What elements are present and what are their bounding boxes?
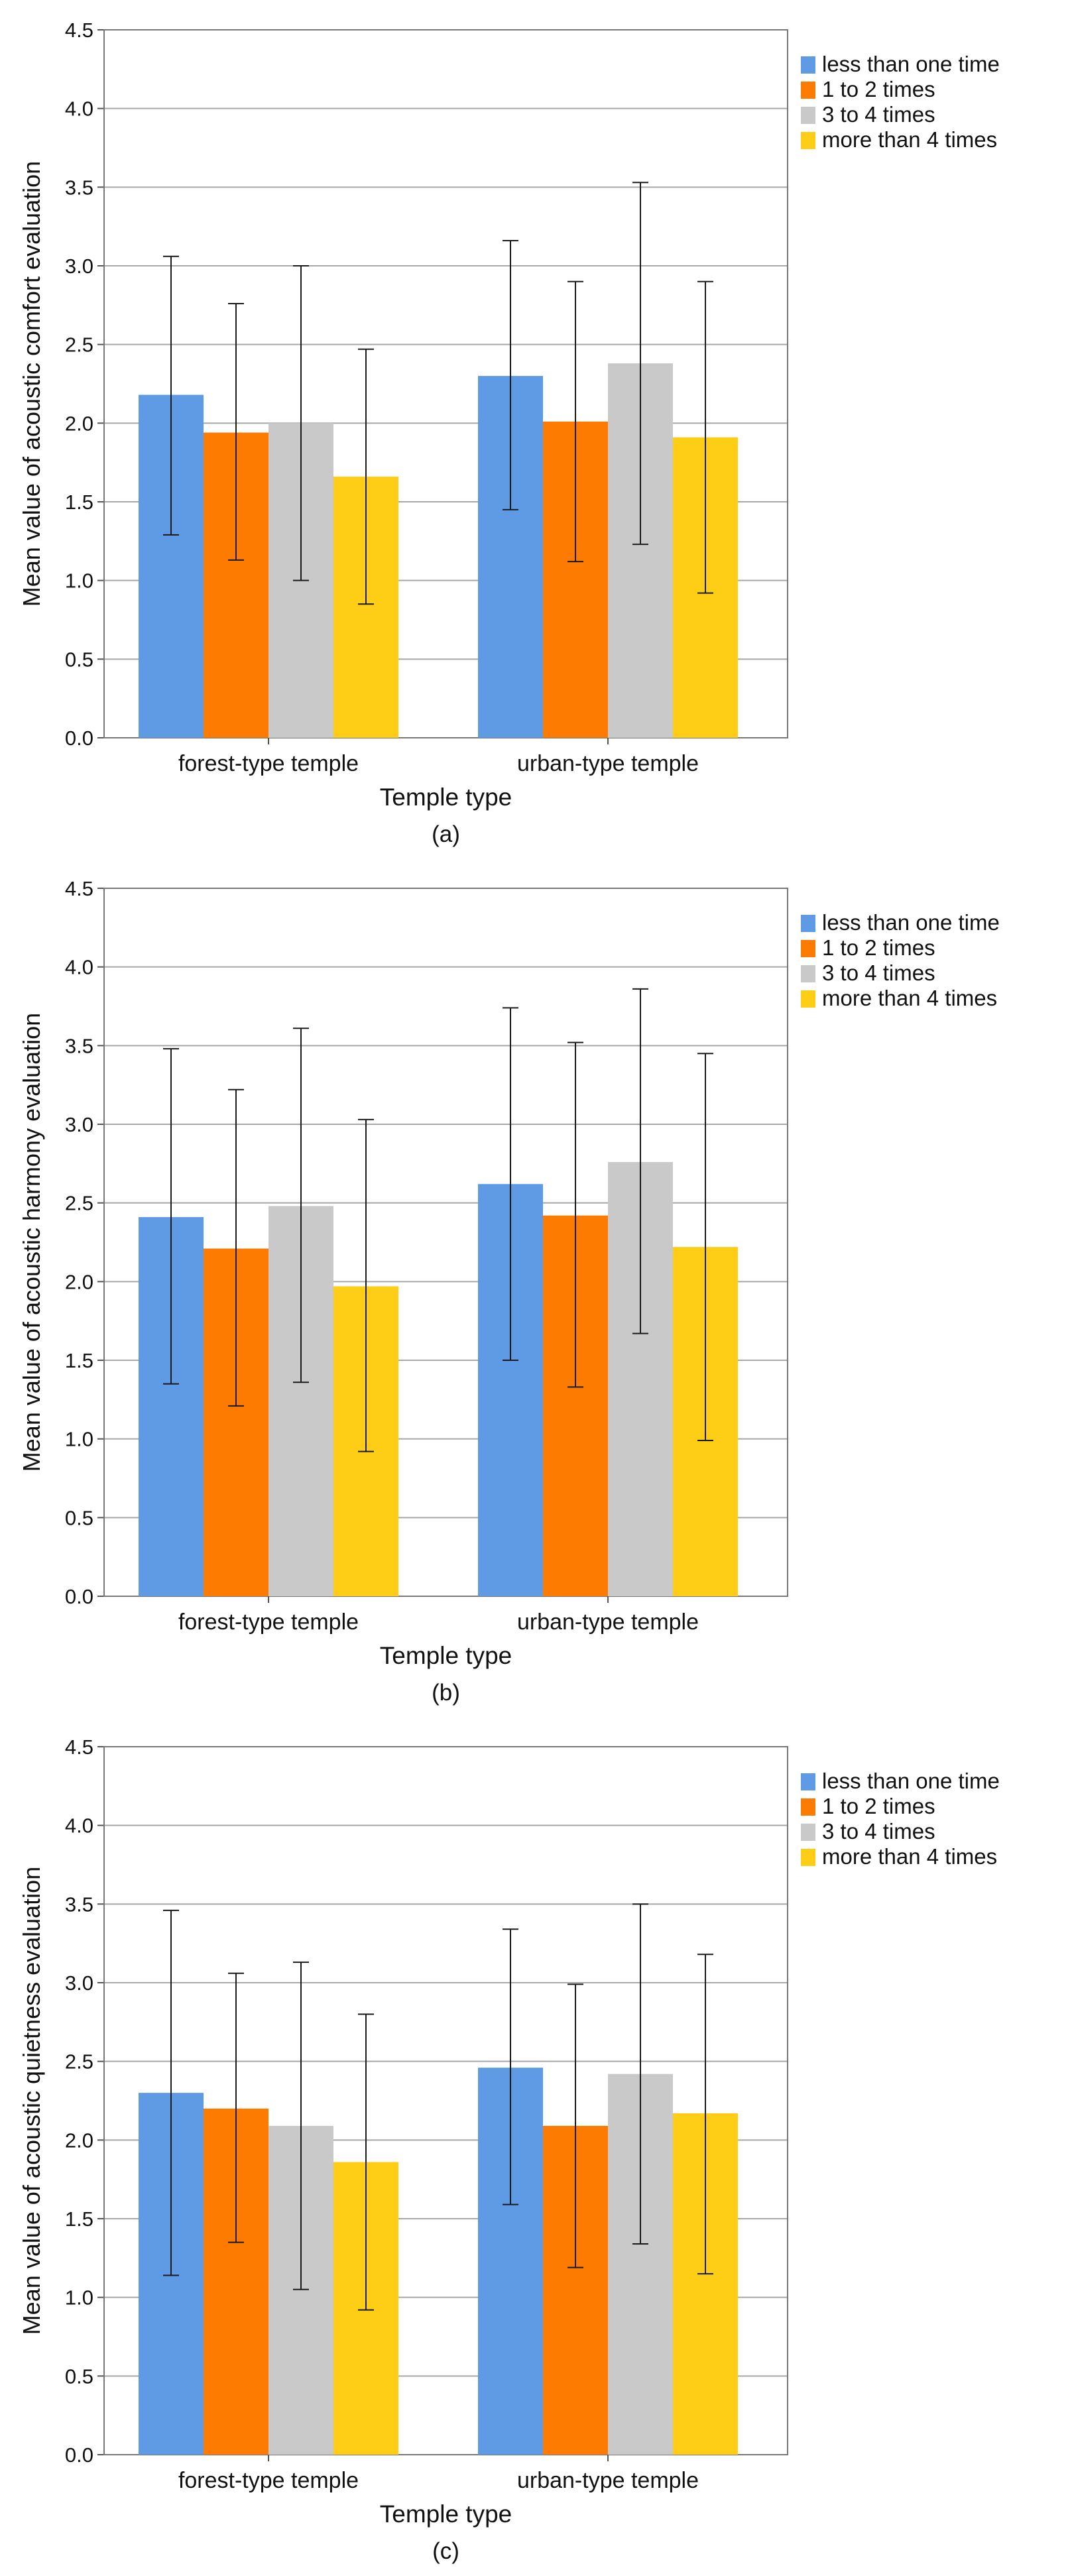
y-tick-label: 0.5 [65,2365,93,2388]
legend-entry: 3 to 4 times [822,1819,935,1844]
y-tick-label: 4.0 [65,956,93,979]
y-axis-title: Mean value of acoustic comfort evaluatio… [18,161,45,607]
legend-swatch [801,82,815,99]
y-tick-label: 1.5 [65,2207,93,2231]
legend-entry: more than 4 times [822,986,997,1010]
panel-label: (c) [432,2538,459,2564]
panel-label: (b) [432,1680,460,1706]
y-tick-label: 0.5 [65,1506,93,1529]
legend-swatch [801,1798,815,1816]
y-axis-title: Mean value of acoustic quietness evaluat… [18,1867,45,2335]
legend-entry: 1 to 2 times [822,935,935,960]
x-tick-label: urban-type temple [517,751,699,776]
legend-entry: 1 to 2 times [822,1794,935,1818]
y-tick-label: 3.0 [65,1113,93,1136]
x-axis-title: Temple type [380,2500,512,2528]
y-tick-label: 4.5 [65,877,93,900]
legend-swatch [801,56,815,74]
legend-entry: less than one time [822,910,1000,935]
y-tick-label: 3.5 [65,1034,93,1057]
legend-swatch [801,1824,815,1841]
legend-swatch [801,940,815,957]
legend-entry: less than one time [822,52,1000,76]
x-axis-title: Temple type [380,1642,512,1669]
y-tick-label: 2.5 [65,333,93,357]
plot-frame [103,29,788,738]
y-tick-label: 2.0 [65,412,93,435]
legend-entry: less than one time [822,1769,1000,1793]
plot-frame [103,888,788,1597]
x-tick-label: urban-type temple [517,2468,699,2493]
plot-frame [103,1746,788,2455]
y-tick-label: 1.0 [65,2286,93,2310]
y-tick-label: 0.5 [65,648,93,671]
y-tick-label: 1.5 [65,1349,93,1372]
y-tick-label: 3.5 [65,1893,93,1916]
legend-swatch [801,1849,815,1866]
legend-entry: 3 to 4 times [822,961,935,985]
y-tick-label: 4.0 [65,1814,93,1838]
legend-entry: 1 to 2 times [822,77,935,101]
chart-panel-1: 0.0 0.5 1.0 1.5 2.0 2.5 3.0 3.5 4.0 4.5 forest-typ… [18,19,1000,847]
panel-label: (a) [432,821,460,847]
y-tick-label: 2.0 [65,2129,93,2152]
y-axis-title: Mean value of acoustic harmony evaluatio… [18,1013,45,1472]
x-axis-title: Temple type [380,784,512,811]
chart-panel-2: 0.0 0.5 1.0 1.5 2.0 2.5 3.0 3.5 4.0 4.5 forest-typ… [18,877,1000,1706]
y-tick-label: 1.0 [65,1428,93,1451]
legend-swatch [801,132,815,149]
x-tick-label: forest-type temple [178,751,359,776]
y-tick-label: 2.0 [65,1270,93,1293]
y-tick-label: 4.5 [65,19,93,42]
legend-entry: more than 4 times [822,127,997,152]
y-tick-label: 4.5 [65,1735,93,1759]
y-tick-label: 3.5 [65,176,93,199]
y-tick-label: 0.0 [65,2443,93,2467]
x-tick-label: urban-type temple [517,1610,699,1635]
y-tick-label: 1.5 [65,491,93,514]
y-tick-label: 0.0 [65,727,93,750]
x-tick-label: forest-type temple [178,2468,359,2493]
x-tick-label: forest-type temple [178,1610,359,1635]
legend-swatch [801,107,815,124]
chart-panel-3: 0.0 0.5 1.0 1.5 2.0 2.5 3.0 3.5 4.0 4.5 forest-typ… [18,1735,1000,2564]
y-tick-label: 2.5 [65,2050,93,2074]
y-tick-label: 1.0 [65,569,93,593]
legend-entry: 3 to 4 times [822,102,935,127]
y-tick-label: 4.0 [65,97,93,121]
y-tick-label: 3.0 [65,1971,93,1995]
legend-swatch [801,965,815,982]
legend-swatch [801,1773,815,1790]
y-tick-label: 3.0 [65,255,93,278]
legend-entry: more than 4 times [822,1844,997,1869]
legend-swatch [801,990,815,1008]
y-tick-label: 0.0 [65,1585,93,1608]
y-tick-label: 2.5 [65,1192,93,1215]
legend-swatch [801,915,815,932]
